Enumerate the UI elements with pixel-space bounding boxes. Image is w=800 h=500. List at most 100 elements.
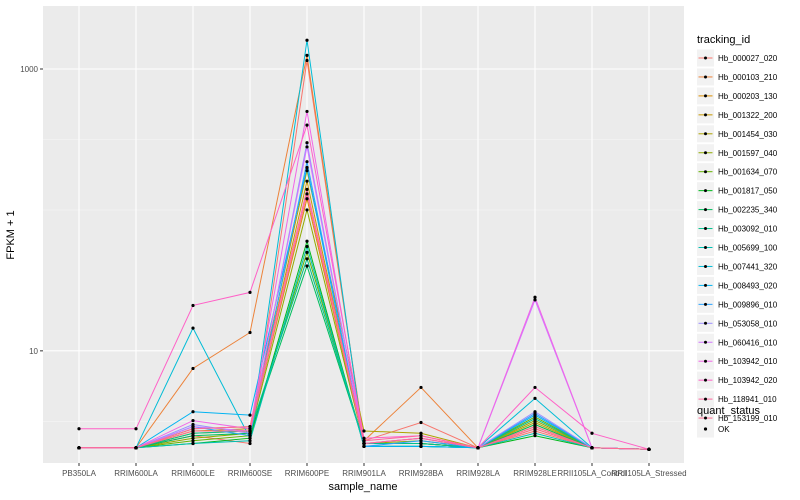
data-point: [590, 446, 594, 450]
legend-label: Hb_000027_020: [718, 54, 778, 63]
data-point: [305, 244, 309, 249]
data-point: [191, 429, 195, 433]
data-point: [248, 434, 252, 438]
data-point: [248, 413, 252, 417]
shape-legend: quant_status OK: [697, 405, 760, 438]
data-point: [191, 439, 195, 443]
data-point: [533, 410, 537, 414]
data-point: [362, 436, 366, 440]
data-point: [305, 208, 309, 212]
data-point: [305, 257, 309, 261]
data-point: [305, 53, 309, 57]
x-tick-label: RRII105LA_Control: [557, 469, 627, 478]
data-point: [191, 326, 195, 330]
legend-label: Hb_103942_010: [718, 357, 778, 366]
legend-label: Hb_118941_010: [718, 395, 777, 404]
data-point: [305, 197, 309, 201]
data-point: [362, 439, 366, 443]
legend-label: Hb_153199_010: [718, 414, 778, 423]
data-point: [191, 303, 195, 308]
data-point: [305, 123, 309, 127]
data-point: [248, 436, 252, 440]
data-point: [590, 431, 594, 435]
data-point: [191, 410, 195, 414]
data-point: [248, 441, 252, 446]
x-tick-label: RRIM600SE: [228, 469, 272, 478]
data-point: [533, 295, 537, 299]
data-point: [305, 264, 309, 268]
legend-label: Hb_060416_010: [718, 338, 778, 347]
legend-label: Hb_053058_010: [718, 319, 778, 328]
data-point: [305, 179, 309, 183]
data-point: [305, 160, 309, 164]
x-axis: PB350LA RRIM600LA RRIM600LE RRIM600SE RRIM60…: [62, 463, 687, 478]
data-point: [533, 431, 537, 435]
data-point: [305, 165, 309, 170]
legend-key-point: [704, 113, 707, 117]
legend-key-point: [704, 246, 707, 249]
data-point: [305, 250, 309, 254]
data-point: [305, 169, 309, 173]
legend-key-point: [704, 75, 707, 79]
data-point: [419, 385, 423, 390]
x-tick-label: RRIM928LA: [456, 469, 500, 478]
data-point: [533, 429, 537, 433]
data-point: [305, 239, 309, 243]
legend-key-point: [704, 132, 707, 136]
data-point: [305, 58, 309, 63]
data-point: [533, 385, 537, 390]
legend-label: Hb_009896_010: [718, 300, 778, 309]
data-point: [533, 427, 537, 431]
data-point: [476, 446, 480, 450]
data-point: [77, 427, 81, 431]
x-tick-label: RRIM901LA: [342, 469, 386, 478]
legend-label: Hb_000103_210: [718, 73, 778, 82]
x-tick-label: RRIM928BA: [399, 469, 444, 478]
legend-key-point: [704, 359, 707, 363]
legend-key-point: [704, 378, 707, 382]
data-point: [305, 187, 309, 191]
data-point: [248, 439, 252, 443]
legend-key-point: [704, 170, 707, 174]
legend-key-point: [704, 56, 707, 60]
data-point: [77, 446, 81, 450]
data-point: [419, 436, 423, 440]
data-point: [533, 396, 537, 400]
shape-legend-title: quant_status: [697, 405, 760, 417]
legend-key-point: [704, 227, 707, 231]
x-tick-label: RRIM928LE: [513, 469, 557, 478]
data-point: [362, 441, 366, 446]
legend-label: Hb_001597_040: [718, 149, 778, 158]
legend-label: OK: [718, 425, 730, 434]
data-point: [248, 330, 252, 335]
data-point: [419, 434, 423, 438]
legend-label: Hb_000203_130: [718, 92, 778, 101]
data-point: [248, 431, 252, 435]
data-point: [305, 141, 309, 145]
legend-key-point: [704, 321, 707, 325]
x-tick-label: PB350LA: [62, 469, 96, 478]
data-point: [191, 431, 195, 435]
data-point: [248, 425, 252, 429]
data-point: [419, 441, 423, 446]
y-axis: 10 1000: [20, 65, 43, 356]
data-point: [248, 429, 252, 433]
data-point: [647, 447, 651, 451]
data-point: [305, 145, 309, 149]
data-point: [248, 290, 252, 294]
series-points: [77, 38, 651, 451]
legend-key-point: [703, 427, 708, 431]
legend-label: Hb_008493_020: [718, 281, 778, 290]
data-point: [305, 192, 309, 196]
legend-label: Hb_103942_020: [718, 376, 778, 385]
legend-label: Hb_005699_100: [718, 244, 778, 253]
data-point: [419, 439, 423, 443]
legend-key-point: [704, 208, 707, 212]
x-tick-label: RRIM600PE: [285, 469, 329, 478]
color-legend: tracking_id Hb_000027_020 Hb_000103_210 Hb…: [697, 34, 778, 427]
y-tick-label: 1000: [20, 65, 38, 74]
legend-key-point: [704, 151, 707, 155]
data-point: [134, 427, 138, 431]
data-point: [305, 109, 309, 114]
data-point: [533, 417, 537, 421]
